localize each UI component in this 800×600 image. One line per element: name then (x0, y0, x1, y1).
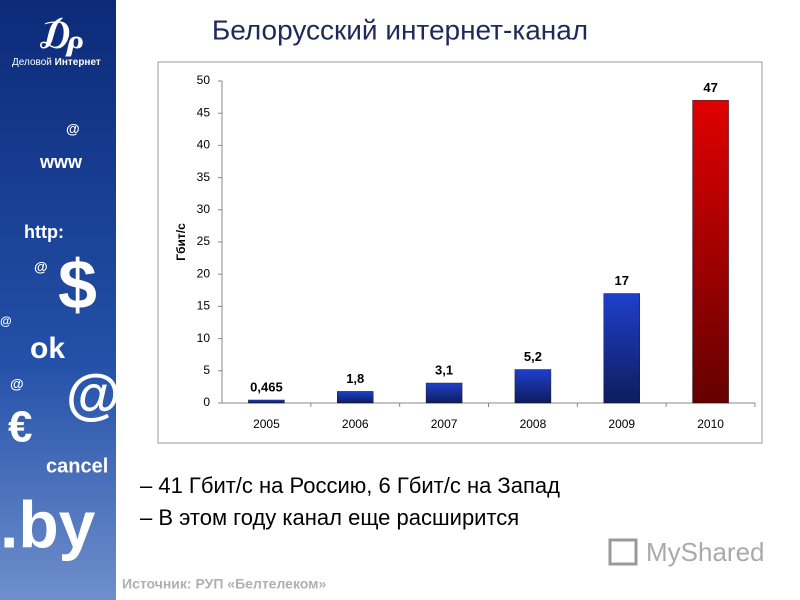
sidebar-icon: @ (66, 362, 121, 425)
value-label: 1,8 (346, 371, 364, 386)
sidebar-icon: @ (10, 376, 24, 392)
x-tick-label: 2008 (520, 417, 547, 431)
y-axis-label: Гбит/с (174, 223, 188, 261)
y-tick-label: 15 (197, 299, 211, 313)
sidebar-icon: @ (66, 121, 80, 137)
logo-mark: ₯ (40, 14, 83, 58)
y-tick-label: 25 (197, 234, 211, 248)
y-tick-label: 35 (197, 170, 211, 184)
bar-shade (337, 391, 374, 403)
y-tick-label: 30 (197, 202, 211, 216)
value-label: 17 (615, 273, 629, 288)
value-label: 5,2 (524, 349, 542, 364)
value-label: 0,465 (250, 379, 283, 394)
logo-text: Деловой Интернет (12, 57, 101, 68)
y-tick-label: 5 (203, 363, 210, 377)
sidebar-icon: www (39, 152, 83, 172)
bullet: – 41 Гбит/с на Россию, 6 Гбит/с на Запад (140, 473, 560, 498)
chart-frame (157, 61, 763, 444)
source: Источник: РУП «Белтелеком» (122, 576, 326, 592)
bar-shade (692, 100, 729, 403)
y-tick-label: 45 (197, 105, 211, 119)
bar-shade (248, 400, 285, 403)
bar-shade (426, 383, 463, 403)
bar-shade (603, 293, 640, 403)
bullet: – В этом году канал еще расширится (140, 505, 519, 530)
sidebar-icon: cancel (46, 455, 108, 477)
sidebar-icon: @ (34, 259, 48, 275)
y-tick-label: 50 (197, 73, 211, 87)
sidebar-icon: ok (30, 332, 65, 365)
watermark-icon (608, 538, 638, 566)
value-label: 47 (703, 80, 717, 95)
x-tick-label: 2006 (342, 417, 369, 431)
x-tick-label: 2010 (697, 417, 724, 431)
chart: 0 5 10 15 20 25 30 35 40 45 50 Гбит/с 2005 0,465 2006 1… (174, 73, 756, 431)
sidebar-icon: .by (0, 487, 96, 561)
y-tick-label: 0 (203, 395, 210, 409)
sidebar-icon: http: (24, 222, 64, 242)
sidebar (0, 0, 116, 600)
y-tick-label: 40 (197, 138, 211, 152)
sidebar-icon: $ (58, 245, 97, 323)
x-tick-label: 2005 (253, 417, 280, 431)
y-tick-label: 10 (197, 331, 211, 345)
bar-shade (514, 369, 551, 403)
value-label: 3,1 (435, 362, 453, 377)
sidebar-icon: @ (0, 314, 12, 328)
x-tick-label: 2007 (431, 417, 458, 431)
slide-title: Белорусский интернет-канал (212, 14, 588, 45)
y-tick-label: 20 (197, 266, 211, 280)
sidebar-icon: € (8, 403, 32, 452)
watermark: MyShared (646, 537, 765, 567)
x-tick-label: 2009 (608, 417, 635, 431)
